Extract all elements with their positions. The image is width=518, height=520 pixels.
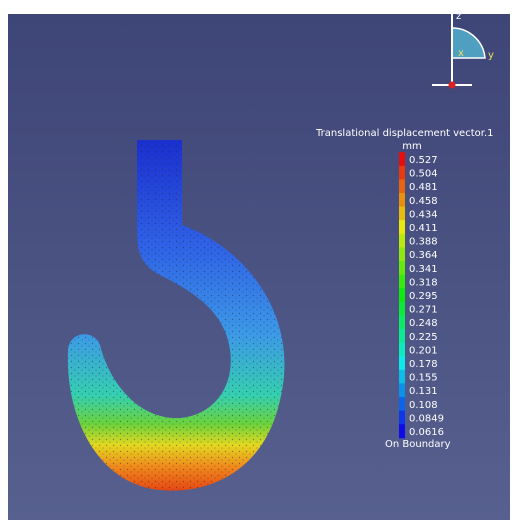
legend-value: 0.434	[409, 209, 438, 220]
screenshot: z x y Translational displacement vector.…	[0, 0, 518, 520]
color-swatch	[399, 234, 405, 248]
legend-value: 0.295	[409, 291, 438, 302]
origin	[449, 82, 456, 89]
color-swatch	[399, 397, 405, 411]
color-swatch	[399, 356, 405, 370]
legend-value: 0.411	[409, 223, 438, 234]
axis-label: x	[458, 48, 464, 59]
legend-value: 0.155	[409, 373, 438, 384]
color-swatch	[399, 315, 405, 329]
color-swatch	[399, 261, 405, 275]
color-swatch	[399, 152, 405, 166]
legend-value: 0.271	[409, 305, 438, 316]
legend-value: 0.458	[409, 196, 438, 207]
color-swatch	[399, 220, 405, 234]
legend-value: 0.131	[409, 386, 438, 397]
color-swatch	[399, 275, 405, 289]
legend-value: 0.0616	[409, 427, 444, 438]
color-swatch	[399, 343, 405, 357]
color-swatch	[399, 302, 405, 316]
color-swatch	[399, 370, 405, 384]
legend-title: Translational displacement vector.1	[315, 128, 494, 139]
color-swatch	[399, 166, 405, 180]
legend-value: 0.364	[409, 250, 438, 261]
legend-value: 0.318	[409, 277, 438, 288]
color-swatch	[399, 247, 405, 261]
legend-value: 0.504	[409, 169, 438, 180]
legend-value: 0.341	[409, 264, 438, 275]
legend-value: 0.248	[409, 318, 438, 329]
color-swatch	[399, 424, 405, 438]
legend-value: 0.527	[409, 155, 438, 166]
color-swatch	[399, 193, 405, 207]
legend-value: 0.108	[409, 400, 438, 411]
color-swatch	[399, 179, 405, 193]
color-swatch	[399, 383, 405, 397]
legend-value: 0.481	[409, 182, 438, 193]
legend-value: 0.178	[409, 359, 438, 370]
legend-footer: On Boundary	[385, 439, 451, 450]
color-swatch	[399, 411, 405, 425]
legend-value: 0.388	[409, 237, 438, 248]
legend-value: 0.201	[409, 345, 438, 356]
legend-unit: mm	[402, 141, 421, 152]
color-swatch	[399, 207, 405, 221]
axis-label: z	[456, 11, 461, 22]
color-swatch	[399, 329, 405, 343]
viewport: z x y Translational displacement vector.…	[0, 0, 518, 520]
legend-value: 0.0849	[409, 413, 444, 424]
legend-value: 0.225	[409, 332, 438, 343]
axis-label: y	[488, 50, 494, 61]
color-swatch	[399, 288, 405, 302]
